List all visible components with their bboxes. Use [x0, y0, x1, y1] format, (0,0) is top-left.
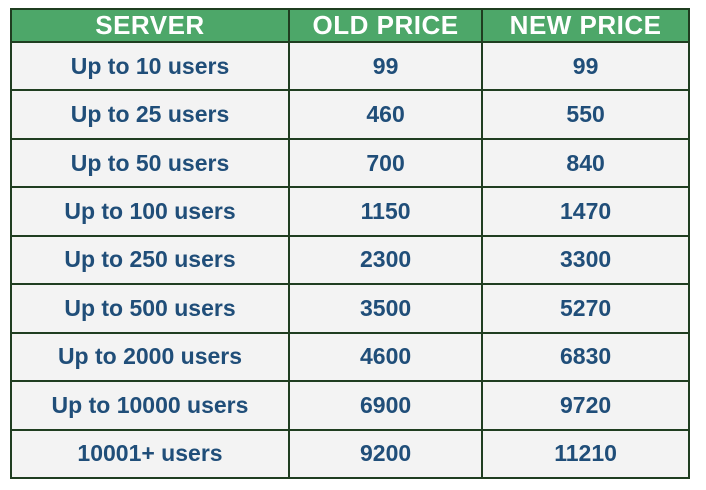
cell-old-price: 4600	[287, 331, 484, 383]
cell-new-price: 9720	[481, 380, 690, 431]
header-old-price: OLD PRICE	[287, 8, 484, 43]
cell-server: Up to 250 users	[10, 234, 290, 286]
header-server: SERVER	[10, 8, 290, 43]
cell-server: Up to 10 users	[10, 40, 290, 92]
table-row: Up to 2000 users 4600 6830	[10, 331, 690, 383]
cell-new-price: 550	[481, 89, 690, 140]
table-row: Up to 500 users 3500 5270	[10, 283, 690, 334]
pricing-table-container: SERVER OLD PRICE NEW PRICE Up to 10 user…	[10, 8, 690, 479]
table-row: Up to 100 users 1150 1470	[10, 186, 690, 237]
cell-server: Up to 100 users	[10, 186, 290, 237]
pricing-table: SERVER OLD PRICE NEW PRICE Up to 10 user…	[10, 8, 690, 479]
cell-server: Up to 25 users	[10, 89, 290, 140]
cell-old-price: 2300	[287, 234, 484, 286]
cell-old-price: 99	[287, 40, 484, 92]
table-row: Up to 50 users 700 840	[10, 137, 690, 189]
cell-new-price: 1470	[481, 186, 690, 237]
table-row: 10001+ users 9200 11210	[10, 428, 690, 479]
table-row: Up to 25 users 460 550	[10, 89, 690, 140]
header-new-price: NEW PRICE	[481, 8, 690, 43]
cell-server: 10001+ users	[10, 428, 290, 479]
header-row: SERVER OLD PRICE NEW PRICE	[10, 8, 690, 43]
cell-new-price: 3300	[481, 234, 690, 286]
cell-server: Up to 50 users	[10, 137, 290, 189]
table-row: Up to 250 users 2300 3300	[10, 234, 690, 286]
cell-new-price: 99	[481, 40, 690, 92]
cell-new-price: 840	[481, 137, 690, 189]
cell-new-price: 5270	[481, 283, 690, 334]
cell-old-price: 1150	[287, 186, 484, 237]
cell-old-price: 3500	[287, 283, 484, 334]
cell-old-price: 6900	[287, 380, 484, 431]
cell-server: Up to 10000 users	[10, 380, 290, 431]
table-row: Up to 10 users 99 99	[10, 40, 690, 92]
cell-new-price: 11210	[481, 428, 690, 479]
cell-server: Up to 2000 users	[10, 331, 290, 383]
cell-new-price: 6830	[481, 331, 690, 383]
cell-server: Up to 500 users	[10, 283, 290, 334]
cell-old-price: 700	[287, 137, 484, 189]
cell-old-price: 460	[287, 89, 484, 140]
table-row: Up to 10000 users 6900 9720	[10, 380, 690, 431]
cell-old-price: 9200	[287, 428, 484, 479]
